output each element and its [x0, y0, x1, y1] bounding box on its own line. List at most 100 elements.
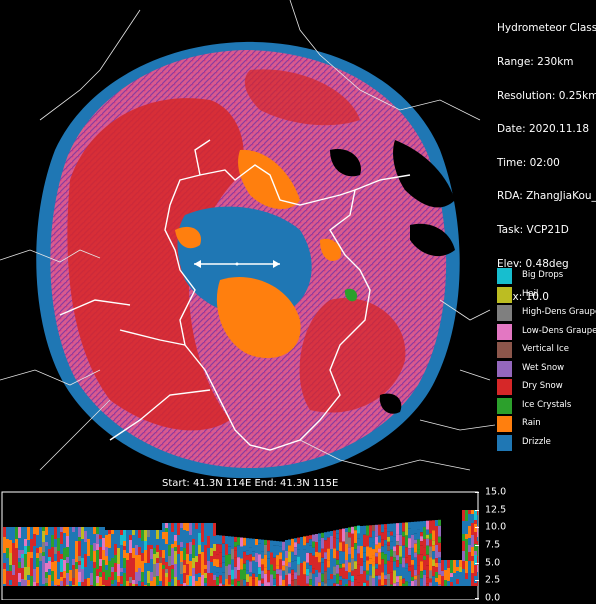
cross-section-cell: [195, 574, 198, 581]
legend-swatch: [497, 435, 512, 451]
cross-section-cell: [309, 572, 312, 579]
cross-section-cell: [345, 544, 348, 551]
cross-section-cell: [408, 571, 411, 582]
cross-section-cell: [168, 582, 171, 586]
cross-section-cell: [12, 527, 15, 534]
cross-section-cell: [54, 547, 57, 554]
cross-section-cell: [177, 554, 180, 567]
cross-section-cell: [108, 534, 111, 544]
cross-section-cell: [330, 562, 333, 574]
cross-section-cell: [255, 553, 258, 562]
cross-section-cell: [60, 559, 63, 572]
cross-section-cell: [273, 571, 276, 579]
cross-section-cell: [234, 558, 237, 567]
cross-section-cell: [261, 559, 264, 565]
cross-section-cell: [57, 551, 60, 562]
cross-section-cell: [399, 523, 402, 535]
cross-section-cell: [60, 572, 63, 577]
cross-section-cell: [69, 527, 72, 537]
cross-section-cell: [225, 566, 228, 579]
cross-section-cell: [78, 549, 81, 556]
cross-section-cell: [156, 545, 159, 552]
cross-section-cell: [132, 548, 135, 558]
cross-section-cell: [327, 532, 330, 538]
cross-section-cell: [147, 537, 150, 545]
cross-section-cell: [405, 557, 408, 563]
cross-section-cell: [9, 532, 12, 540]
cross-section-cell: [24, 546, 27, 554]
cross-section-cell: [306, 543, 309, 553]
cross-section-cell: [192, 523, 195, 534]
cross-section-cell: [222, 557, 225, 563]
cross-section-cell: [276, 541, 279, 545]
cross-section-cell: [48, 549, 51, 557]
cross-section-cell: [378, 525, 381, 536]
cross-section-cell: [27, 585, 30, 586]
cross-section-cell: [396, 582, 399, 586]
cross-section-cell: [246, 570, 249, 574]
cross-section-cell: [432, 566, 435, 576]
cross-section-cell: [399, 576, 402, 580]
cross-section-cell: [462, 545, 465, 551]
cross-section-cell: [303, 561, 306, 574]
cross-section-cell: [249, 572, 252, 576]
cross-section-cell: [390, 585, 393, 586]
cross-section-cell: [180, 523, 183, 528]
cross-section-cell: [102, 538, 105, 550]
cross-section-cell: [27, 567, 30, 575]
cross-section-cell: [408, 548, 411, 555]
cross-section-cell: [387, 524, 390, 532]
cross-section-cell: [390, 524, 393, 532]
cross-section-cell: [279, 559, 282, 569]
cross-section-cell: [357, 534, 360, 539]
cross-section-cell: [243, 552, 246, 564]
height-axis: 15.0 12.5 10.0 7.5 5.0 2.5 0.0: [475, 488, 505, 600]
cross-section-cell: [420, 578, 423, 586]
cross-section-cell: [360, 566, 363, 574]
cross-section-cell: [231, 570, 234, 580]
cross-section-cell: [429, 578, 432, 582]
cross-section-cell: [105, 530, 108, 535]
cross-section-cell: [363, 562, 366, 571]
cross-section-cell: [171, 561, 174, 565]
cross-section-cell: [420, 532, 423, 536]
cross-section-cell: [450, 582, 453, 586]
cross-section-cell: [33, 559, 36, 569]
cross-section-cell: [462, 541, 465, 545]
cross-section-cell: [144, 550, 147, 563]
cross-section-cell: [468, 574, 471, 583]
cross-section-cell: [288, 545, 291, 551]
cross-section-cell: [48, 561, 51, 569]
cross-section-cell: [246, 555, 249, 560]
cross-section-cell: [105, 556, 108, 565]
cross-section-cell: [252, 574, 255, 579]
cross-section-cell: [132, 570, 135, 580]
cross-section-cell: [369, 564, 372, 575]
cross-section-cell: [219, 583, 222, 586]
cross-section-cell: [84, 567, 87, 579]
cross-section-cell: [345, 560, 348, 571]
cross-section-cell: [291, 552, 294, 562]
cross-section-cell: [132, 558, 135, 570]
cross-section-cell: [426, 530, 429, 535]
cross-section-cell: [207, 584, 210, 586]
cross-section-cell: [138, 530, 141, 538]
legend-label: Hail: [522, 289, 538, 299]
cross-section-cell: [321, 558, 324, 563]
cross-section-cell: [432, 551, 435, 559]
cross-section-cell: [168, 529, 171, 533]
cross-section-cell: [339, 564, 342, 568]
legend-label: Vertical Ice: [522, 344, 569, 354]
cross-section-cell: [42, 547, 45, 552]
cross-section-cell: [345, 571, 348, 579]
cross-section-cell: [189, 576, 192, 586]
cross-section-cell: [369, 575, 372, 586]
cross-section-cell: [174, 577, 177, 586]
cross-section-cell: [210, 523, 213, 535]
cross-section-cell: [462, 534, 465, 541]
cross-section-cell: [135, 572, 138, 584]
cross-section-cell: [447, 560, 450, 568]
cross-section-cell: [147, 583, 150, 586]
cross-section-cell: [45, 583, 48, 586]
cross-section-cell: [339, 542, 342, 551]
